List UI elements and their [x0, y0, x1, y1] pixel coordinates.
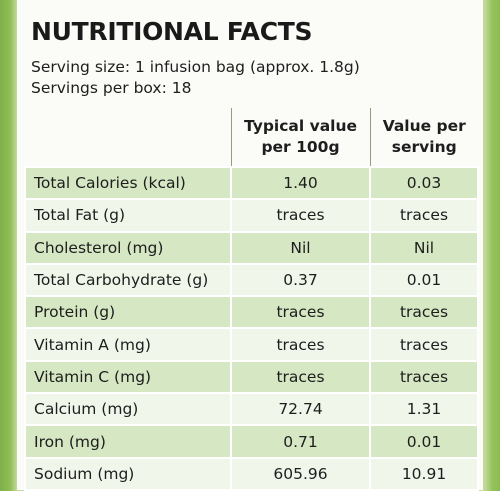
table-row: Cholesterol (mg) Nil Nil	[24, 230, 479, 265]
nutrition-table: Typical value per 100g Value per serving…	[24, 108, 479, 491]
nutrient-name: Protein (g)	[24, 295, 232, 330]
typical-value: 1.40	[230, 165, 371, 201]
table-row: Total Carbohydrate (g) 0.37 0.01	[24, 262, 479, 298]
table-row: Vitamin C (mg) traces traces	[24, 359, 479, 395]
nutrient-name: Calcium (mg)	[24, 392, 232, 427]
nutrient-name: Total Carbohydrate (g)	[24, 262, 232, 298]
typical-value: traces	[230, 198, 371, 233]
serving-value: 0.01	[369, 262, 479, 298]
serving-value: traces	[369, 327, 479, 362]
table-header-row: Typical value per 100g Value per serving	[25, 108, 478, 168]
nutrient-name: Iron (mg)	[24, 424, 232, 459]
nutrient-name: Sodium (mg)	[24, 456, 232, 491]
typical-value: Nil	[230, 230, 371, 265]
table-row: Sodium (mg) 605.96 10.91	[24, 456, 479, 491]
serving-value: traces	[369, 359, 479, 395]
servings-per-box-text: Servings per box: 18	[31, 79, 192, 97]
typical-value: 605.96	[230, 456, 371, 491]
serving-value: traces	[369, 198, 479, 233]
serving-value: 0.03	[369, 165, 479, 201]
table-row: Total Calories (kcal) 1.40 0.03	[24, 165, 479, 201]
nutrition-label-panel: NUTRITIONAL FACTS Serving size: 1 infusi…	[17, 0, 483, 491]
serving-value: Nil	[369, 230, 479, 265]
serving-value: 10.91	[369, 456, 479, 491]
serving-value: 0.01	[369, 424, 479, 459]
table-row: Vitamin A (mg) traces traces	[24, 327, 479, 362]
table-row: Total Fat (g) traces traces	[24, 198, 479, 233]
nutrient-name: Vitamin C (mg)	[24, 359, 232, 395]
nutrient-name: Total Fat (g)	[24, 198, 232, 233]
table-row: Iron (mg) 0.71 0.01	[24, 424, 479, 459]
table-row: Calcium (mg) 72.74 1.31	[24, 392, 479, 427]
serving-size-text: Serving size: 1 infusion bag (approx. 1.…	[31, 58, 360, 76]
nutrient-name: Vitamin A (mg)	[24, 327, 232, 362]
serving-value: 1.31	[369, 392, 479, 427]
nutrient-name: Total Calories (kcal)	[24, 165, 232, 201]
typical-value: traces	[230, 327, 371, 362]
typical-value: 0.37	[230, 262, 371, 298]
typical-value: traces	[230, 295, 371, 330]
typical-value: 0.71	[230, 424, 371, 459]
header-typical-value: Typical value per 100g	[230, 108, 371, 168]
typical-value: traces	[230, 359, 371, 395]
serving-value: traces	[369, 295, 479, 330]
header-value-per-serving: Value per serving	[369, 108, 478, 168]
table-row: Protein (g) traces traces	[24, 295, 479, 330]
nutrient-name: Cholesterol (mg)	[24, 230, 232, 265]
label-title: NUTRITIONAL FACTS	[31, 17, 313, 46]
typical-value: 72.74	[230, 392, 371, 427]
header-nutrient	[25, 108, 232, 168]
